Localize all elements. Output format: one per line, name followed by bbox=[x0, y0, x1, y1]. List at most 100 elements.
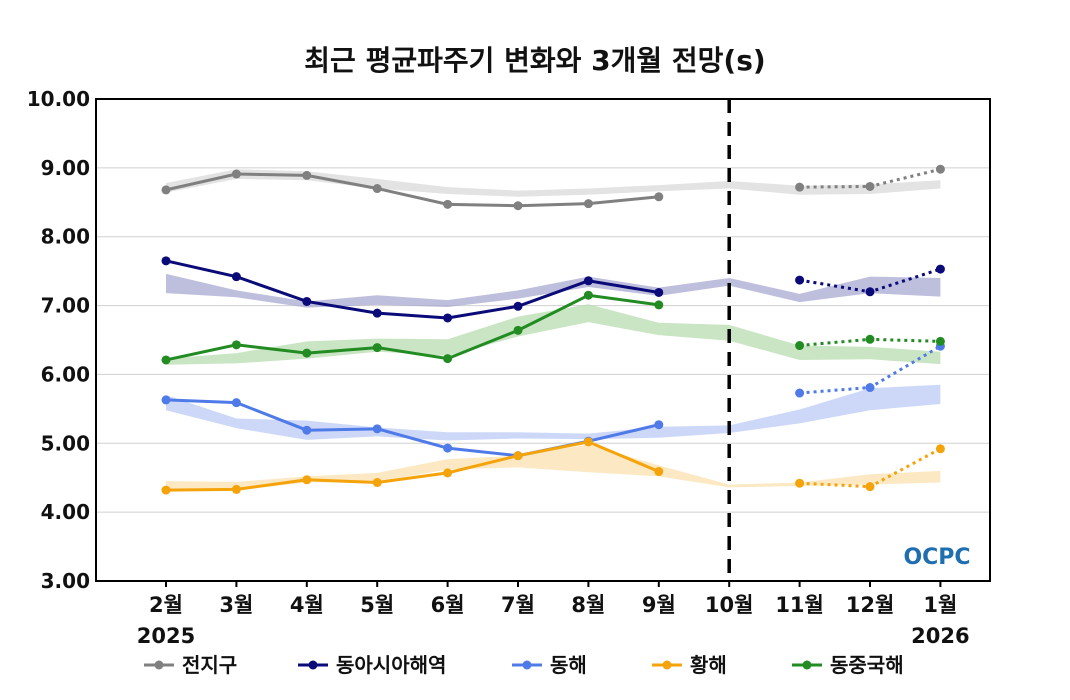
observed-point bbox=[443, 443, 453, 453]
legend-label: 동아시아해역 bbox=[336, 653, 446, 677]
observed-point bbox=[513, 301, 523, 311]
observed-point bbox=[372, 343, 382, 353]
range-band bbox=[166, 273, 941, 308]
series-group bbox=[161, 256, 945, 323]
observed-point bbox=[372, 478, 382, 488]
observed-point bbox=[513, 201, 523, 211]
series-group bbox=[161, 164, 945, 211]
observed-point bbox=[302, 348, 312, 358]
legend-label: 전지구 bbox=[182, 653, 237, 677]
forecast-point bbox=[935, 164, 945, 174]
forecast-point bbox=[935, 336, 945, 346]
series-lines bbox=[161, 164, 945, 495]
y-tick-label: 4.00 bbox=[41, 500, 90, 524]
forecast-point bbox=[795, 478, 805, 488]
y-axis-ticks: 3.00 4.00 5.00 6.00 7.00 8.00 9.00 10.00 bbox=[27, 87, 90, 593]
y-tick-label: 10.00 bbox=[27, 87, 90, 111]
x-tick-label: 11월 bbox=[775, 593, 824, 617]
legend-label: 황해 bbox=[690, 653, 727, 677]
x-tick-label: 1월 bbox=[923, 593, 957, 617]
observed-point bbox=[161, 395, 171, 405]
forecast-point bbox=[795, 275, 805, 285]
y-tick-label: 6.00 bbox=[41, 362, 90, 386]
y-tick-label: 7.00 bbox=[41, 294, 90, 318]
observed-point bbox=[161, 256, 171, 266]
forecast-point bbox=[865, 181, 875, 191]
observed-point bbox=[372, 308, 382, 318]
legend-marker bbox=[802, 660, 812, 670]
observed-point bbox=[513, 451, 523, 461]
ocpc-logo: OCPC bbox=[903, 545, 970, 570]
legend-item: 동아시아해역 bbox=[298, 653, 446, 677]
x-tick-label: 7월 bbox=[501, 593, 535, 617]
range-band bbox=[166, 444, 941, 492]
forecast-point bbox=[865, 383, 875, 393]
x-year-label: 2025 bbox=[137, 624, 195, 648]
x-tick-label: 5월 bbox=[360, 593, 394, 617]
observed-point bbox=[583, 276, 593, 286]
logo-text: OCPC bbox=[903, 545, 970, 570]
series-group bbox=[161, 437, 945, 495]
range-band bbox=[166, 384, 941, 441]
forecast-point bbox=[865, 287, 875, 297]
y-tick-label: 5.00 bbox=[41, 431, 90, 455]
observed-point bbox=[161, 355, 171, 365]
observed-point bbox=[654, 467, 664, 477]
observed-point bbox=[231, 340, 241, 350]
observed-line bbox=[165, 172, 659, 208]
plot-frame bbox=[95, 98, 991, 582]
legend-item: 동중국해 bbox=[792, 653, 904, 677]
legend-marker bbox=[522, 660, 532, 670]
observed-point bbox=[302, 425, 312, 435]
x-tick-label: 10월 bbox=[705, 593, 754, 617]
x-axis-ticks: 2월 3월 4월 5월 6월 7월 8월 9월 10월 11월 12월 1월 2025 2026 bbox=[137, 581, 970, 648]
observed-point bbox=[443, 468, 453, 478]
x-tick-label: 2월 bbox=[149, 593, 183, 617]
observed-line bbox=[165, 440, 660, 492]
x-tick-label: 12월 bbox=[846, 593, 895, 617]
forecast-point bbox=[795, 182, 805, 192]
y-tick-label: 8.00 bbox=[41, 225, 90, 249]
observed-point bbox=[583, 199, 593, 209]
x-tick-label: 9월 bbox=[642, 593, 676, 617]
observed-point bbox=[583, 437, 593, 447]
observed-point bbox=[302, 296, 312, 306]
observed-point bbox=[654, 300, 664, 310]
x-tick-label: 6월 bbox=[431, 593, 465, 617]
observed-line bbox=[165, 259, 660, 320]
observed-point bbox=[654, 192, 664, 202]
observed-point bbox=[654, 420, 664, 430]
series-group bbox=[161, 290, 945, 365]
forecast-point bbox=[795, 341, 805, 351]
observed-point bbox=[513, 325, 523, 335]
observed-point bbox=[372, 184, 382, 194]
y-tick-label: 9.00 bbox=[41, 156, 90, 180]
forecast-point bbox=[795, 388, 805, 398]
x-tick-label: 8월 bbox=[571, 593, 605, 617]
legend-item: 동해 bbox=[512, 653, 587, 677]
forecast-point bbox=[935, 264, 945, 274]
range-band bbox=[166, 169, 941, 197]
observed-point bbox=[443, 313, 453, 323]
observed-line bbox=[165, 293, 660, 362]
observed-point bbox=[654, 287, 664, 297]
forecast-point bbox=[935, 444, 945, 454]
observed-point bbox=[231, 169, 241, 179]
legend-marker bbox=[308, 660, 318, 670]
observed-point bbox=[583, 290, 593, 300]
observed-point bbox=[302, 475, 312, 485]
x-tick-label: 4월 bbox=[290, 593, 324, 617]
observed-point bbox=[443, 199, 453, 209]
legend-item: 전지구 bbox=[144, 653, 237, 677]
observed-point bbox=[231, 484, 241, 494]
observed-point bbox=[231, 398, 241, 408]
chart-title: 최근 평균파주기 변화와 3개월 전망(s) bbox=[304, 44, 765, 77]
y-tick-label: 3.00 bbox=[41, 569, 90, 593]
legend-label: 동중국해 bbox=[830, 653, 904, 677]
axes bbox=[95, 98, 991, 582]
observed-point bbox=[302, 170, 312, 180]
observed-point bbox=[161, 185, 171, 195]
legend: 전지구 동아시아해역 동해 황해 동중국해 bbox=[144, 653, 904, 677]
observed-point bbox=[372, 424, 382, 434]
